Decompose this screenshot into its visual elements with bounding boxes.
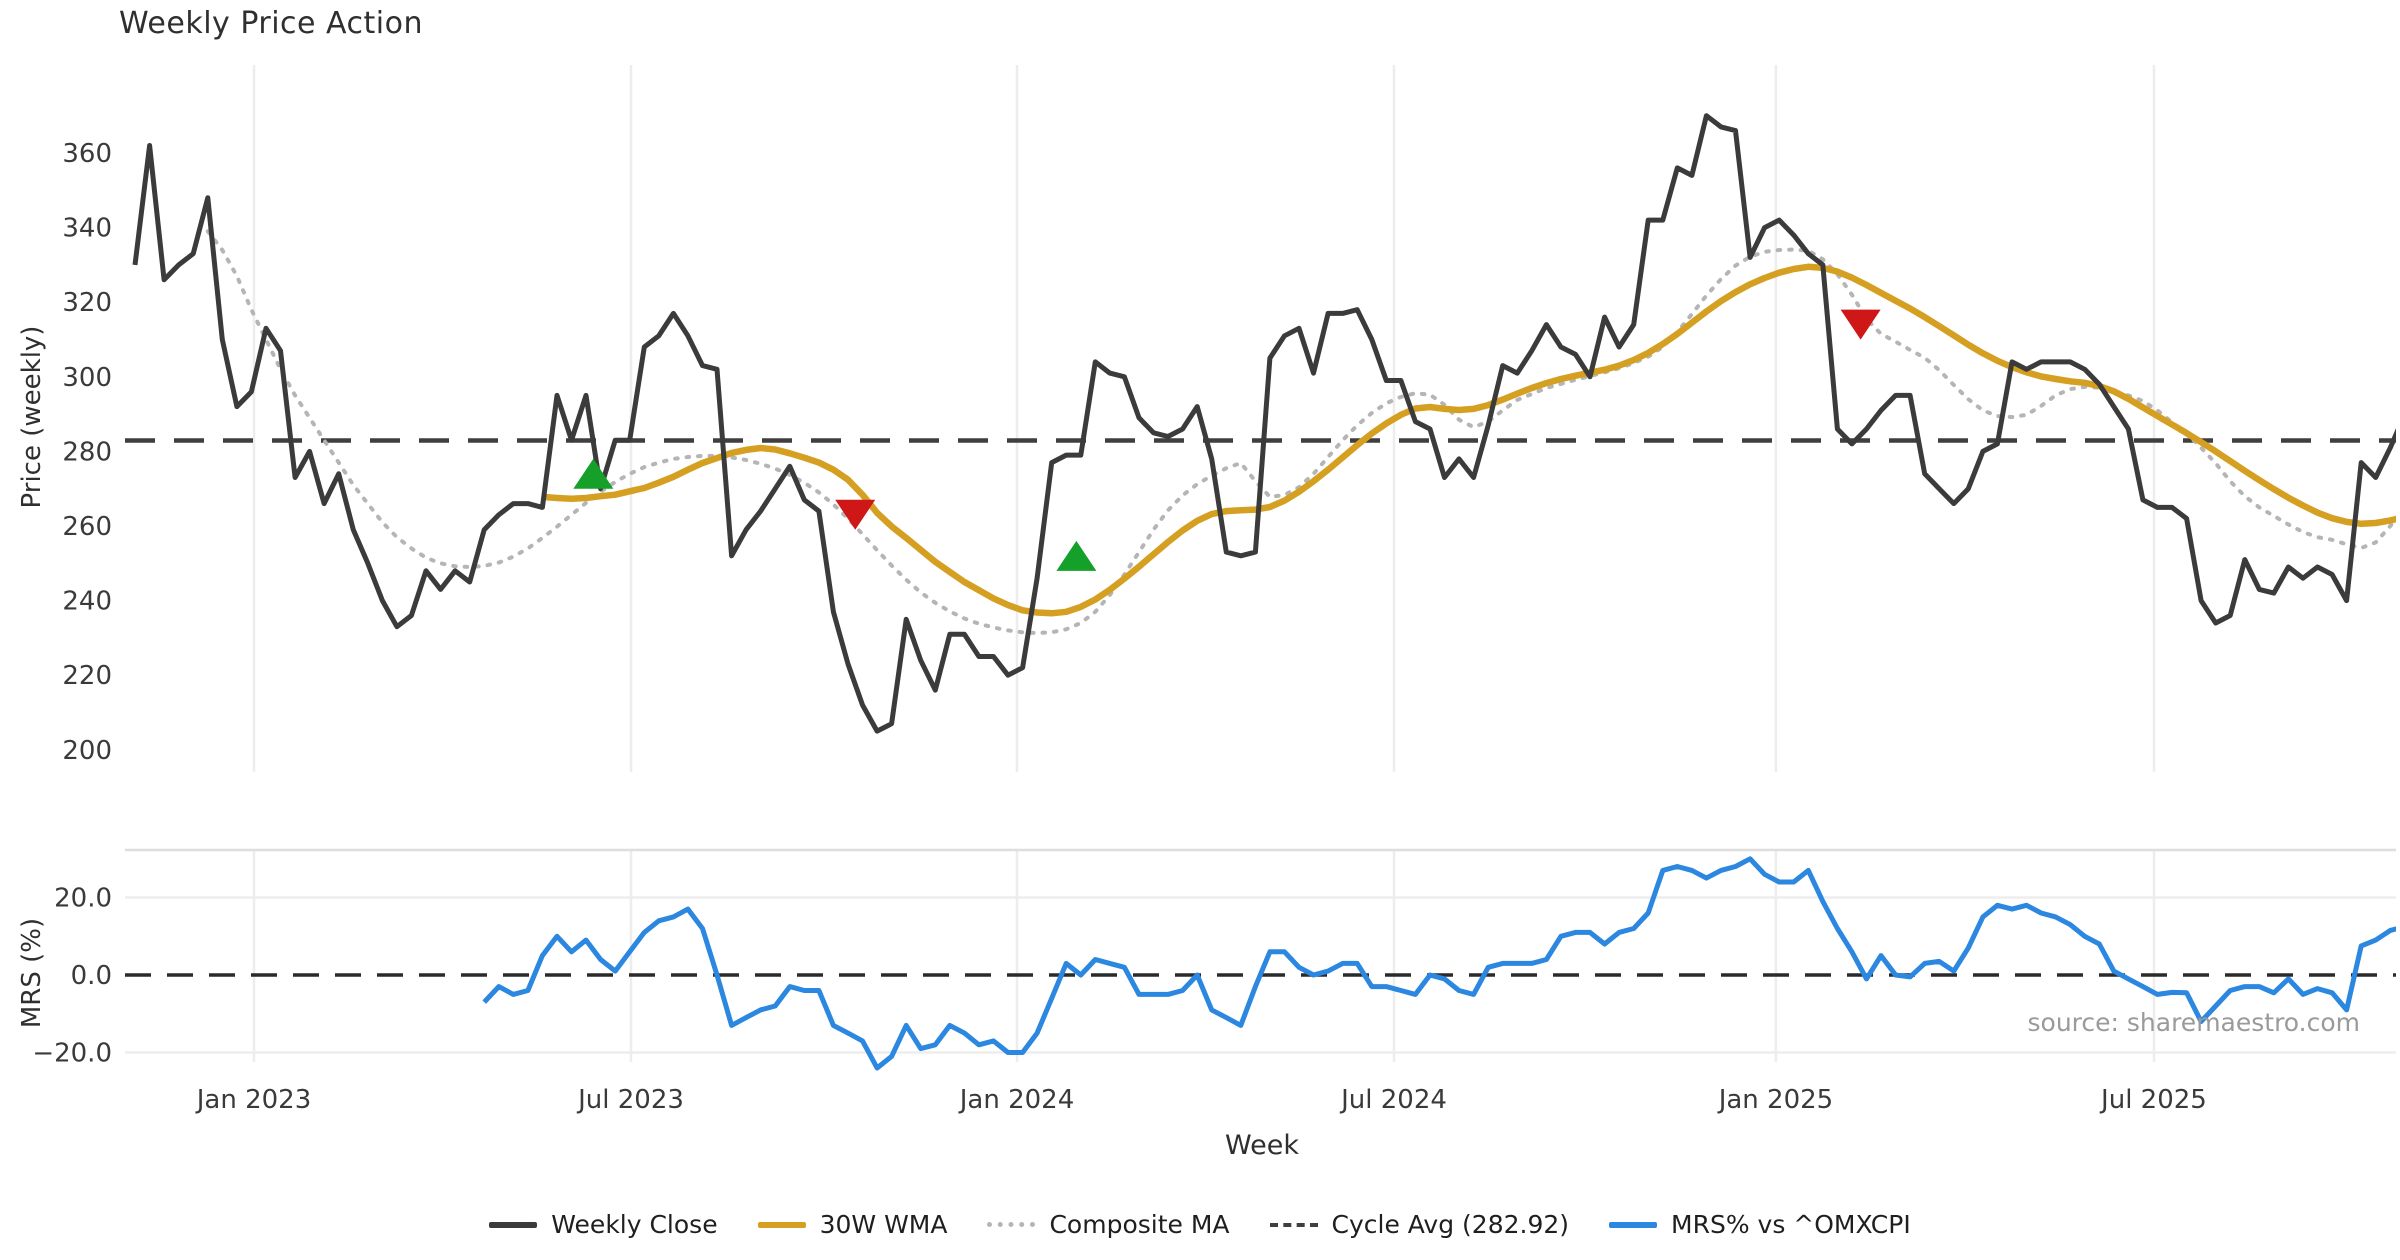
sell-signal-marker [835, 499, 876, 530]
wma-line-icon [757, 1221, 806, 1228]
price-ytick-label: 200 [62, 736, 112, 766]
x-axis-label: Week [1225, 1130, 1299, 1161]
buy-signal-marker [1056, 540, 1097, 571]
chart-legend: Weekly Close 30W WMA Composite MA Cycle … [0, 1210, 2400, 1239]
mrs-axis-label: MRS (%) [17, 917, 47, 1029]
chart-title: Weekly Price Action [119, 6, 423, 41]
price-ytick-label: 240 [62, 587, 112, 617]
price-ytick-label: 320 [62, 288, 112, 318]
x-tick-label: Jul 2024 [1339, 1085, 1447, 1115]
buy-signal-marker [573, 458, 614, 489]
legend-item-mrs: MRS% vs ^OMXCPI [1609, 1210, 1911, 1239]
legend-label: Composite MA [1049, 1210, 1230, 1239]
legend-item-wma: 30W WMA [757, 1210, 948, 1239]
x-tick-label: Jan 2024 [958, 1085, 1075, 1115]
weekly-close-line-icon [489, 1221, 538, 1228]
x-tick-label: Jul 2025 [2099, 1085, 2207, 1115]
price-ytick-label: 220 [62, 661, 112, 691]
legend-label: 30W WMA [819, 1210, 948, 1239]
mrs-ytick-label: 0.0 [71, 961, 112, 991]
price-ytick-label: 280 [62, 437, 112, 467]
legend-label: Weekly Close [551, 1210, 718, 1239]
x-tick-label: Jan 2023 [195, 1085, 312, 1115]
mrs-line-icon [1609, 1221, 1658, 1228]
legend-item-composite: Composite MA [987, 1210, 1230, 1239]
composite-ma-line [205, 229, 2396, 636]
legend-item-cycle-avg: Cycle Avg (282.92) [1269, 1210, 1570, 1239]
mrs-line [482, 856, 2396, 1071]
legend-item-weekly-close: Weekly Close [489, 1210, 718, 1239]
x-tick-label: Jul 2023 [576, 1085, 684, 1115]
cycle-avg-line-icon [1269, 1222, 1318, 1227]
price-axis-label: Price (weekly) [17, 325, 47, 509]
price-ytick-label: 340 [62, 214, 112, 244]
weekly-close-line [132, 113, 2396, 734]
price-ytick-label: 300 [62, 363, 112, 393]
source-credit: source: sharemaestro.com [2027, 1008, 2361, 1037]
wma30-line [542, 263, 2396, 617]
x-tick-label: Jan 2025 [1717, 1085, 1834, 1115]
legend-label: Cycle Avg (282.92) [1331, 1210, 1570, 1239]
price-ytick-label: 260 [62, 512, 112, 542]
price-ytick-label: 360 [62, 139, 112, 169]
mrs-ytick-label: 20.0 [54, 884, 112, 914]
mrs-ytick-label: −20.0 [32, 1039, 112, 1069]
legend-label: MRS% vs ^OMXCPI [1671, 1210, 1911, 1239]
sell-signal-marker [1840, 309, 1881, 340]
composite-line-icon [987, 1222, 1036, 1227]
